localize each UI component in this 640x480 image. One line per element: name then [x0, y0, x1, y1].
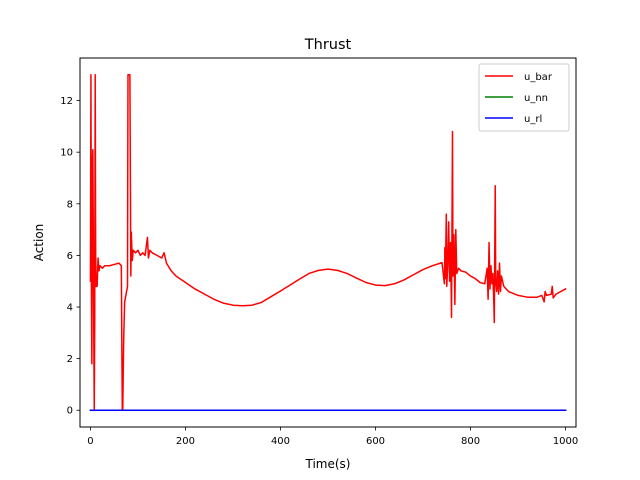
legend: u_bar u_nn u_rl: [478, 63, 570, 132]
x-tick-label: 600: [366, 436, 385, 447]
x-tick-label: 400: [271, 436, 290, 447]
y-tick-label: 4: [67, 303, 73, 314]
x-tick-label: 200: [176, 436, 195, 447]
chart-title: Thrust: [304, 37, 352, 53]
y-tick-label: 8: [67, 199, 73, 210]
x-tick-label: 0: [87, 436, 93, 447]
legend-label-u_bar: u_bar: [524, 72, 553, 83]
x-axis: 0 200 400 600 800 1000: [87, 427, 578, 447]
y-axis: 0 2 4 6 8 10 12: [60, 96, 80, 417]
legend-box: [478, 63, 570, 132]
y-tick-label: 2: [67, 354, 73, 365]
legend-label-u_nn: u_nn: [524, 93, 548, 104]
y-tick-label: 6: [67, 251, 73, 262]
legend-label-u_rl: u_rl: [524, 114, 542, 125]
plot-frame: [79, 57, 577, 428]
x-axis-label: Time(s): [305, 457, 351, 471]
plot-area: [79, 57, 577, 428]
y-tick-label: 0: [67, 406, 73, 417]
x-tick-label: 800: [461, 436, 480, 447]
y-tick-label: 10: [60, 148, 73, 159]
y-tick-label: 12: [60, 96, 73, 107]
series-lines: [89, 74, 567, 411]
x-tick-label: 1000: [553, 436, 578, 447]
y-axis-label: Action: [32, 224, 46, 262]
series-line-u_bar: [89, 74, 567, 410]
